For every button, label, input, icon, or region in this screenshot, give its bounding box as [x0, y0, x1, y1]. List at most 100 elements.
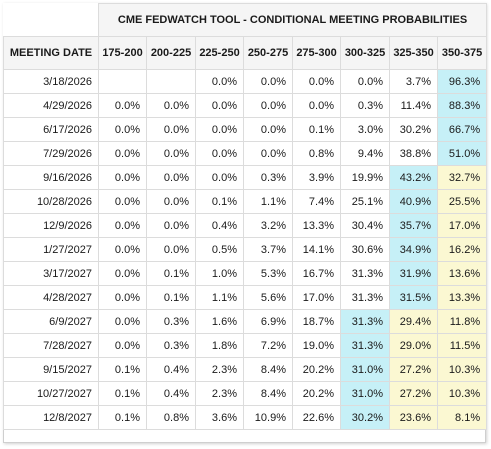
probability-cell: 19.9% — [340, 165, 390, 190]
probability-cell: 34.9% — [389, 237, 438, 262]
probability-cell: 30.2% — [389, 117, 438, 142]
probability-cell: 13.3% — [436, 285, 488, 310]
meeting-date-cell: 1/27/2027 — [3, 237, 99, 262]
meeting-date-cell: 7/29/2026 — [3, 141, 99, 166]
probability-cell: 0.1% — [146, 285, 196, 310]
probability-cell: 32.7% — [436, 165, 488, 190]
probability-cell: 20.2% — [292, 381, 341, 406]
probability-cell: 0.3% — [146, 309, 196, 334]
meeting-date-cell: 4/29/2026 — [3, 93, 99, 118]
probability-cell: 16.7% — [292, 261, 341, 286]
probability-cell: 29.0% — [389, 333, 438, 358]
probability-cell: 8.4% — [243, 381, 293, 406]
probability-cell: 0.0% — [146, 237, 196, 262]
probability-cell: 11.4% — [389, 93, 438, 118]
meeting-date-cell: 12/9/2026 — [3, 213, 99, 238]
probability-cell: 0.8% — [292, 141, 341, 166]
meeting-date-cell: 9/16/2026 — [3, 165, 99, 190]
column-header-350-375: 350-375 — [436, 36, 488, 70]
table-row: 3/17/2027 0.0% 0.1% 1.0% 5.3% 16.7% 31.3% 31.9%… — [3, 261, 488, 286]
probability-cell: 31.0% — [340, 381, 390, 406]
probability-cell: 3.0% — [340, 117, 390, 142]
column-header-275-300: 275-300 — [292, 36, 341, 70]
meeting-date-cell: 10/28/2026 — [3, 189, 99, 214]
probability-cell: 0.5% — [195, 237, 244, 262]
probability-cell: 96.3% — [436, 69, 488, 94]
table-row: 9/16/2026 0.0% 0.0% 0.0% 0.3% 3.9% 19.9% 43.2% 3… — [3, 165, 488, 190]
probability-cell: 11.8% — [436, 309, 488, 334]
probability-cell: 10.3% — [436, 357, 488, 382]
table-row: 7/29/2026 0.0% 0.0% 0.0% 0.0% 0.8% 9.4% 38.8% 51… — [3, 141, 488, 166]
column-header-175-200: 175-200 — [98, 36, 147, 70]
probability-cell: 0.0% — [195, 69, 244, 94]
probability-cell: 6.9% — [243, 309, 293, 334]
probability-cell: 0.0% — [195, 165, 244, 190]
probability-cell: 22.6% — [292, 405, 341, 430]
probability-cell: 43.2% — [389, 165, 438, 190]
column-header-250-275: 250-275 — [243, 36, 293, 70]
probability-cell: 0.0% — [195, 117, 244, 142]
probability-cell: 7.2% — [243, 333, 293, 358]
meeting-date-cell: 3/17/2027 — [3, 261, 99, 286]
probability-cell: 31.5% — [389, 285, 438, 310]
probability-cell: 2.3% — [195, 381, 244, 406]
probability-cell: 0.0% — [292, 69, 341, 94]
probability-cell: 31.3% — [340, 285, 390, 310]
probability-cell: 0.4% — [146, 357, 196, 382]
meeting-date-cell: 10/27/2027 — [3, 381, 99, 406]
probability-cell: 8.1% — [436, 405, 488, 430]
probability-cell: 0.0% — [243, 93, 293, 118]
probability-cell: 0.0% — [98, 309, 147, 334]
probability-cell — [98, 69, 147, 94]
probability-cell: 3.6% — [195, 405, 244, 430]
probability-cell: 0.3% — [146, 333, 196, 358]
probability-cell: 5.3% — [243, 261, 293, 286]
probability-cell: 0.0% — [98, 261, 147, 286]
table-body: 3/18/2026 0.0% 0.0% 0.0% 0.0% 3.7% 96.3% 4/29/2… — [3, 69, 488, 430]
probability-cell: 9.4% — [340, 141, 390, 166]
column-header-300-325: 300-325 — [340, 36, 390, 70]
probability-cell: 0.0% — [98, 285, 147, 310]
meeting-date-cell: 3/18/2026 — [3, 69, 99, 94]
column-header-325-350: 325-350 — [389, 36, 438, 70]
probability-cell: 0.0% — [98, 165, 147, 190]
probability-cell: 2.3% — [195, 357, 244, 382]
probability-cell: 1.8% — [195, 333, 244, 358]
table-row: 12/9/2026 0.0% 0.0% 0.4% 3.2% 13.3% 30.4% 35.7%… — [3, 213, 488, 238]
probability-cell: 0.8% — [146, 405, 196, 430]
probability-cell: 10.3% — [436, 381, 488, 406]
table-row: 3/18/2026 0.0% 0.0% 0.0% 0.0% 3.7% 96.3% — [3, 69, 488, 94]
probability-cell: 18.7% — [292, 309, 341, 334]
probability-cell: 30.6% — [340, 237, 390, 262]
probability-cell: 3.2% — [243, 213, 293, 238]
probability-cell: 0.1% — [146, 261, 196, 286]
probability-cell: 31.9% — [389, 261, 438, 286]
column-header-200-225: 200-225 — [146, 36, 196, 70]
probability-cell: 0.1% — [98, 357, 147, 382]
table-row: 9/15/2027 0.1% 0.4% 2.3% 8.4% 20.2% 31.0% 27.2%… — [3, 357, 488, 382]
table-row: 10/27/2027 0.1% 0.4% 2.3% 8.4% 20.2% 31.0% 27.2… — [3, 381, 488, 406]
probability-cell: 0.0% — [243, 117, 293, 142]
probability-cell: 0.0% — [243, 141, 293, 166]
probability-cell: 31.3% — [340, 333, 390, 358]
table-row: 10/28/2026 0.0% 0.0% 0.1% 1.1% 7.4% 25.1% 40.9%… — [3, 189, 488, 214]
table-row: 12/8/2027 0.1% 0.8% 3.6% 10.9% 22.6% 30.2% 23.6… — [3, 405, 488, 430]
probability-cell: 31.3% — [340, 309, 390, 334]
probability-cell: 30.2% — [340, 405, 390, 430]
probability-cell: 0.0% — [195, 141, 244, 166]
probability-cell: 0.0% — [98, 117, 147, 142]
probability-cell: 17.0% — [292, 285, 341, 310]
probability-cell: 8.4% — [243, 357, 293, 382]
probability-cell: 0.0% — [98, 333, 147, 358]
probability-cell: 25.5% — [436, 189, 488, 214]
table-row: 4/29/2026 0.0% 0.0% 0.0% 0.0% 0.0% 0.3% 11.4% 88… — [3, 93, 488, 118]
table-row: 6/9/2027 0.0% 0.3% 1.6% 6.9% 18.7% 31.3% 29.4% 1… — [3, 309, 488, 334]
probability-cell — [146, 69, 196, 94]
probability-cell: 0.0% — [98, 141, 147, 166]
probability-cell: 10.9% — [243, 405, 293, 430]
probability-cell: 0.1% — [195, 189, 244, 214]
probability-cell: 1.1% — [243, 189, 293, 214]
meeting-date-cell: 9/15/2027 — [3, 357, 99, 382]
probability-cell: 0.1% — [98, 405, 147, 430]
probability-cell: 29.4% — [389, 309, 438, 334]
